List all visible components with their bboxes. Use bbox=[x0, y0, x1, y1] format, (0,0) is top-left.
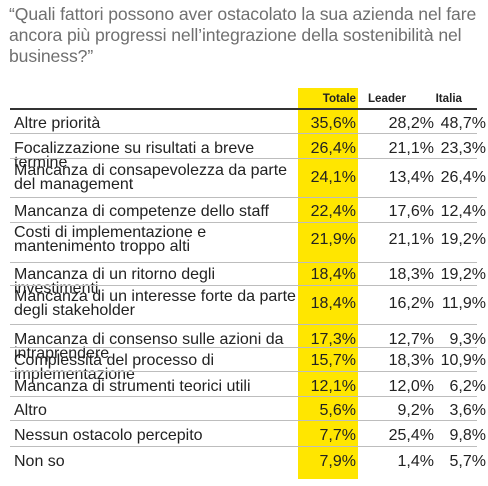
row-divider bbox=[10, 197, 477, 198]
value-italia: 9,3% bbox=[449, 331, 486, 348]
header-italia: Italia bbox=[435, 92, 462, 105]
table-row: Non so 7,9% 1,4% 5,7% bbox=[10, 446, 486, 478]
value-totale: 15,7% bbox=[310, 352, 356, 369]
value-totale: 35,6% bbox=[310, 115, 356, 132]
value-totale: 24,1% bbox=[310, 169, 356, 186]
table-row: Altro 5,6% 9,2% 3,6% bbox=[10, 396, 486, 420]
value-italia: 5,7% bbox=[449, 453, 486, 470]
row-divider bbox=[10, 396, 477, 397]
row-label: Mancanza di competenze dello staff bbox=[14, 203, 269, 220]
value-italia: 9,8% bbox=[449, 427, 486, 444]
value-totale: 12,1% bbox=[310, 378, 356, 395]
value-italia: 48,7% bbox=[440, 115, 486, 132]
value-totale: 5,6% bbox=[319, 402, 356, 419]
row-label: Non so bbox=[14, 453, 65, 470]
value-leader: 16,2% bbox=[388, 295, 434, 312]
header-rule bbox=[10, 108, 477, 110]
value-italia: 26,4% bbox=[440, 169, 486, 186]
value-leader: 25,4% bbox=[388, 427, 434, 444]
value-leader: 9,2% bbox=[397, 402, 434, 419]
row-label: Mancanza di consenso sulle azioni da int… bbox=[14, 331, 284, 362]
row-divider bbox=[10, 158, 477, 159]
table-row: Mancanza di competenze dello staff 22,4% 1… bbox=[10, 197, 486, 222]
row-label: Mancanza di un interesse forte da parte … bbox=[14, 288, 296, 319]
row-divider bbox=[10, 285, 477, 286]
value-leader: 17,6% bbox=[388, 203, 434, 220]
value-totale: 7,7% bbox=[319, 427, 356, 444]
value-leader: 18,3% bbox=[388, 352, 434, 369]
row-divider bbox=[10, 324, 477, 325]
row-divider bbox=[10, 347, 477, 348]
row-label: Complessità del processo di implementazi… bbox=[14, 352, 215, 383]
row-label: Mancanza di un ritorno degli investiment… bbox=[14, 266, 216, 297]
value-leader: 18,3% bbox=[388, 266, 434, 283]
row-divider bbox=[10, 371, 477, 372]
table-row: Mancanza di strumenti teorici utili 12,1%… bbox=[10, 371, 486, 396]
value-totale: 17,3% bbox=[310, 331, 356, 348]
value-totale: 26,4% bbox=[310, 140, 356, 157]
table-row: Mancanza di consapevolezza da parte del … bbox=[10, 158, 486, 197]
row-label: Altre priorità bbox=[14, 115, 101, 132]
row-divider bbox=[10, 446, 477, 447]
row-divider bbox=[10, 222, 477, 223]
value-italia: 6,2% bbox=[449, 378, 486, 395]
table-row: Nessun ostacolo percepito 7,7% 25,4% 9,8% bbox=[10, 420, 486, 446]
table-row: Focalizzazione su risultati a breve term… bbox=[10, 133, 486, 171]
value-leader: 21,1% bbox=[388, 231, 434, 248]
value-italia: 19,2% bbox=[440, 231, 486, 248]
row-label: Costi di implementazione e mantenimento … bbox=[14, 224, 207, 255]
header-leader: Leader bbox=[367, 92, 406, 105]
value-totale: 18,4% bbox=[310, 295, 356, 312]
table-row: Mancanza di consenso sulle azioni da int… bbox=[10, 324, 486, 362]
value-italia: 23,3% bbox=[440, 140, 486, 157]
row-label: Mancanza di consapevolezza da parte del … bbox=[14, 162, 288, 193]
row-divider bbox=[10, 420, 477, 421]
question-title: “Quali fattori possono aver ostacolato l… bbox=[9, 4, 477, 66]
value-italia: 19,2% bbox=[440, 266, 486, 283]
table-row: Complessità del processo di implementazi… bbox=[10, 347, 486, 383]
value-italia: 11,9% bbox=[441, 295, 486, 312]
value-italia: 12,4% bbox=[440, 203, 486, 220]
totale-highlight-column bbox=[298, 88, 358, 479]
value-totale: 18,4% bbox=[310, 266, 356, 283]
value-totale: 7,9% bbox=[319, 453, 356, 470]
table-row: Altre priorità 35,6% 28,2% 48,7% bbox=[10, 108, 486, 133]
value-italia: 10,9% bbox=[440, 352, 486, 369]
row-label: Altro bbox=[14, 402, 47, 419]
row-label: Nessun ostacolo percepito bbox=[14, 427, 203, 444]
row-divider bbox=[10, 133, 477, 134]
table-row: Costi di implementazione e mantenimento … bbox=[10, 222, 486, 262]
value-leader: 1,4% bbox=[397, 453, 434, 470]
value-leader: 13,4% bbox=[388, 169, 434, 186]
value-totale: 21,9% bbox=[310, 231, 356, 248]
table-row: Mancanza di un ritorno degli investiment… bbox=[10, 262, 486, 297]
row-divider bbox=[10, 262, 477, 263]
header-totale: Totale bbox=[322, 92, 356, 105]
table-row: Mancanza di un interesse forte da parte … bbox=[10, 285, 486, 324]
value-leader: 12,7% bbox=[388, 331, 434, 348]
value-leader: 21,1% bbox=[388, 140, 434, 157]
value-totale: 22,4% bbox=[310, 203, 356, 220]
value-leader: 12,0% bbox=[388, 378, 434, 395]
value-italia: 3,6% bbox=[449, 402, 486, 419]
value-leader: 28,2% bbox=[388, 115, 434, 132]
row-label: Mancanza di strumenti teorici utili bbox=[14, 378, 251, 395]
